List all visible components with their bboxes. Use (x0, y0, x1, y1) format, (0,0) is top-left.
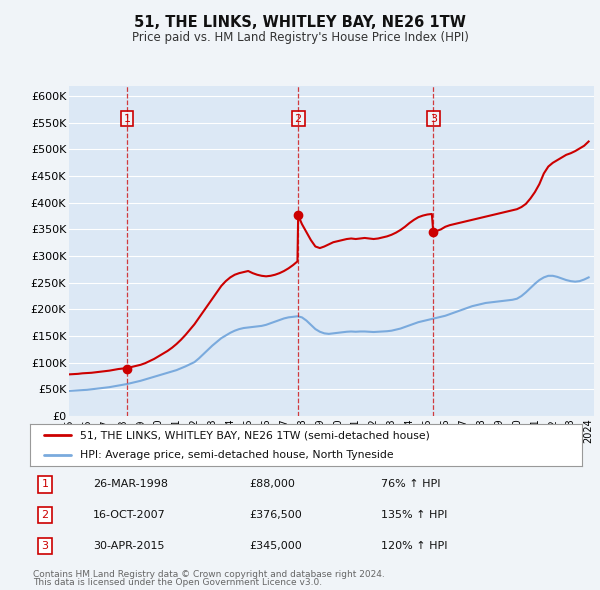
Text: 3: 3 (430, 114, 437, 123)
Text: 1: 1 (124, 114, 130, 123)
Text: Price paid vs. HM Land Registry's House Price Index (HPI): Price paid vs. HM Land Registry's House … (131, 31, 469, 44)
Text: 120% ↑ HPI: 120% ↑ HPI (381, 541, 448, 550)
Text: 1: 1 (41, 480, 49, 489)
Text: This data is licensed under the Open Government Licence v3.0.: This data is licensed under the Open Gov… (33, 578, 322, 587)
Text: 51, THE LINKS, WHITLEY BAY, NE26 1TW (semi-detached house): 51, THE LINKS, WHITLEY BAY, NE26 1TW (se… (80, 430, 430, 440)
Text: 2: 2 (41, 510, 49, 520)
Text: 76% ↑ HPI: 76% ↑ HPI (381, 480, 440, 489)
Text: Contains HM Land Registry data © Crown copyright and database right 2024.: Contains HM Land Registry data © Crown c… (33, 571, 385, 579)
Text: £345,000: £345,000 (249, 541, 302, 550)
Text: 3: 3 (41, 541, 49, 550)
Text: 30-APR-2015: 30-APR-2015 (93, 541, 164, 550)
Text: 26-MAR-1998: 26-MAR-1998 (93, 480, 168, 489)
Text: 2: 2 (295, 114, 302, 123)
Text: HPI: Average price, semi-detached house, North Tyneside: HPI: Average price, semi-detached house,… (80, 450, 394, 460)
Text: 16-OCT-2007: 16-OCT-2007 (93, 510, 166, 520)
Text: 51, THE LINKS, WHITLEY BAY, NE26 1TW: 51, THE LINKS, WHITLEY BAY, NE26 1TW (134, 15, 466, 30)
Text: £376,500: £376,500 (249, 510, 302, 520)
Text: £88,000: £88,000 (249, 480, 295, 489)
Text: 135% ↑ HPI: 135% ↑ HPI (381, 510, 448, 520)
